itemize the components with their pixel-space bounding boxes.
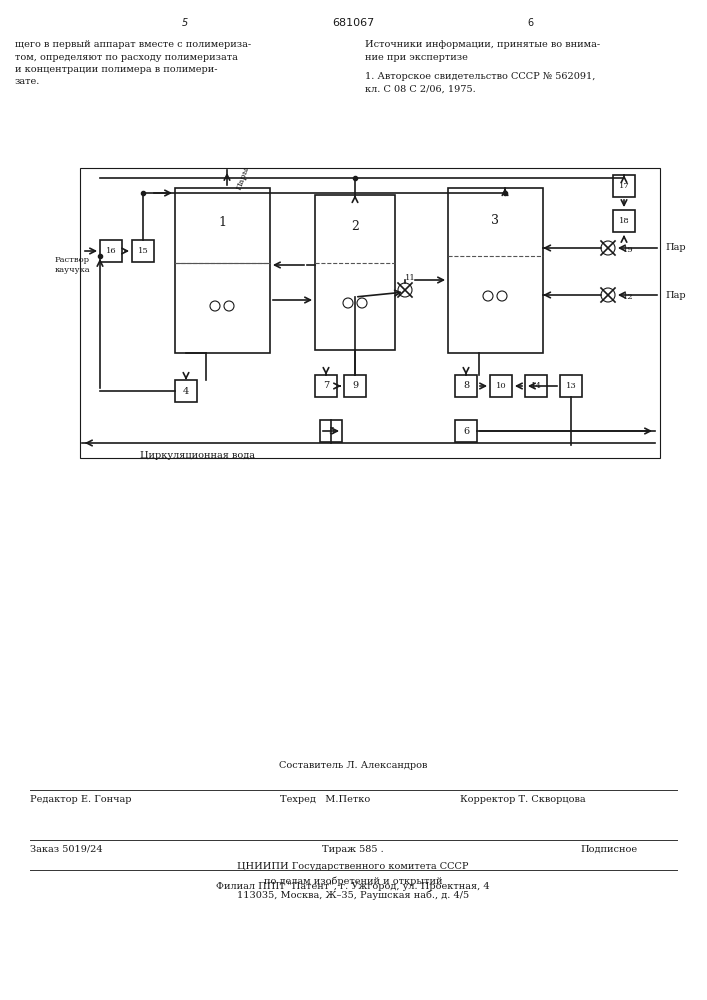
Bar bbox=[525, 375, 547, 397]
Text: 5: 5 bbox=[182, 18, 188, 28]
Bar bbox=[315, 195, 395, 350]
Text: 1: 1 bbox=[218, 217, 226, 230]
Text: Пары: Пары bbox=[235, 165, 251, 191]
Bar bbox=[455, 375, 477, 397]
Bar bbox=[100, 240, 122, 262]
Text: 10: 10 bbox=[496, 382, 506, 390]
Text: 4: 4 bbox=[183, 386, 189, 395]
Text: Корректор Т. Скворцова: Корректор Т. Скворцова bbox=[460, 795, 585, 804]
Bar bbox=[175, 188, 270, 353]
Bar bbox=[490, 375, 512, 397]
Text: 8: 8 bbox=[463, 381, 469, 390]
Text: ЦНИИПИ Государственного комитета СССР: ЦНИИПИ Государственного комитета СССР bbox=[238, 862, 469, 871]
Text: Пар: Пар bbox=[665, 290, 686, 300]
Text: 16: 16 bbox=[105, 247, 117, 255]
Bar bbox=[320, 420, 342, 442]
Text: Редактор Е. Гончар: Редактор Е. Гончар bbox=[30, 795, 132, 804]
Text: Источники информации, принятые во внима-
ние при экспертизе: Источники информации, принятые во внима-… bbox=[365, 40, 600, 62]
Text: по делам изобретений и открытий: по делам изобретений и открытий bbox=[264, 876, 443, 886]
Text: щего в первый аппарат вместе с полимериза-
том, определяют по расходу полимериза: щего в первый аппарат вместе с полимериз… bbox=[15, 40, 251, 87]
Text: Пар: Пар bbox=[665, 243, 686, 252]
Text: 7: 7 bbox=[323, 381, 329, 390]
Text: 9: 9 bbox=[352, 381, 358, 390]
Text: 2: 2 bbox=[351, 221, 359, 233]
Text: 3: 3 bbox=[491, 214, 499, 227]
Text: 6: 6 bbox=[463, 426, 469, 436]
Text: 17: 17 bbox=[619, 182, 629, 190]
Bar bbox=[448, 188, 543, 353]
Text: 5: 5 bbox=[328, 426, 334, 436]
Text: 681067: 681067 bbox=[332, 18, 374, 28]
Text: Подписное: Подписное bbox=[580, 845, 637, 854]
Bar bbox=[315, 375, 337, 397]
Text: Техред   М.Петко: Техред М.Петко bbox=[280, 795, 370, 804]
Text: 11: 11 bbox=[404, 274, 416, 282]
Text: Филиал ППП "Патент", г. Ужгород, ул. Проектная, 4: Филиал ППП "Патент", г. Ужгород, ул. Про… bbox=[216, 882, 490, 891]
Text: Циркуляционная вода: Циркуляционная вода bbox=[140, 450, 255, 460]
Text: 1. Авторское свидетельство СССР № 562091,
кл. С 08 С 2/06, 1975.: 1. Авторское свидетельство СССР № 562091… bbox=[365, 72, 595, 94]
Text: Заказ 5019/24: Заказ 5019/24 bbox=[30, 845, 103, 854]
Text: 18: 18 bbox=[619, 217, 629, 225]
Bar bbox=[613, 210, 635, 232]
Bar bbox=[132, 240, 154, 262]
Text: 12: 12 bbox=[623, 293, 633, 301]
Text: Тираж 585 .: Тираж 585 . bbox=[322, 845, 384, 854]
Bar bbox=[344, 375, 366, 397]
Bar bbox=[175, 380, 197, 402]
Text: 113035, Москва, Ж–35, Раушская наб., д. 4/5: 113035, Москва, Ж–35, Раушская наб., д. … bbox=[237, 890, 469, 900]
Bar bbox=[613, 175, 635, 197]
Text: 13: 13 bbox=[566, 382, 576, 390]
Text: 15: 15 bbox=[138, 247, 148, 255]
Bar bbox=[80, 168, 660, 458]
Text: 6: 6 bbox=[527, 18, 533, 28]
Bar bbox=[560, 375, 582, 397]
Text: 14: 14 bbox=[530, 382, 542, 390]
Bar bbox=[455, 420, 477, 442]
Text: 19: 19 bbox=[623, 246, 633, 254]
Text: Раствор
каучука: Раствор каучука bbox=[54, 256, 90, 274]
Text: Составитель Л. Александров: Составитель Л. Александров bbox=[279, 761, 427, 770]
